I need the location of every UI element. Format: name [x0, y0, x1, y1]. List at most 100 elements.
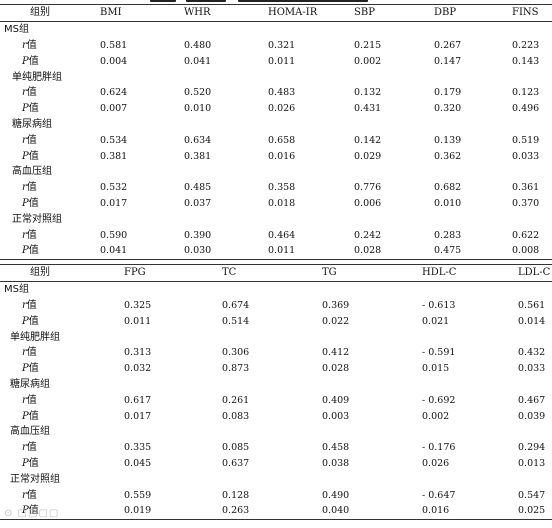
r-value-row: r值 0.590 0.390 0.464 0.242 0.283 0.622	[0, 227, 552, 243]
group-row: MS组	[0, 21, 552, 37]
r-label: r值	[0, 180, 100, 196]
r-value-cell: 0.776	[354, 182, 382, 194]
p-value-row: P值 0.381 0.381 0.016 0.029 0.362 0.033	[0, 148, 552, 164]
stat-symbol: P	[22, 245, 29, 257]
r-value-cell: - 0.613	[422, 299, 456, 311]
r-value-cell: 0.519	[512, 134, 540, 146]
stat-symbol: P	[22, 55, 29, 67]
r-value-cell: 0.412	[322, 347, 350, 359]
p-value-row: P值 0.004 0.041 0.011 0.002 0.147 0.143	[0, 53, 552, 69]
r-value-cell: 0.534	[100, 134, 128, 146]
p-value-cell: 0.873	[222, 363, 250, 375]
r-value-cell: 0.179	[434, 87, 462, 99]
r-value-cell: 0.267	[434, 39, 462, 51]
p-value-cell: 0.083	[222, 410, 250, 422]
stat-suffix: 值	[28, 245, 39, 257]
r-value-cell: 0.581	[100, 39, 128, 51]
r-label: r值	[0, 227, 100, 243]
r-value-cell: 0.369	[322, 299, 350, 311]
stat-suffix: 值	[28, 505, 39, 517]
stat-symbol: r	[22, 489, 27, 501]
p-label: P值	[0, 196, 100, 212]
r-value-cell: - 0.692	[422, 394, 456, 406]
stat-suffix: 值	[26, 182, 37, 194]
r-value-cell: 0.682	[434, 182, 462, 194]
stat-symbol: r	[22, 394, 27, 406]
p-label: P值	[0, 53, 100, 69]
group-name: 正常对照组	[12, 213, 62, 225]
r-value-row: r值 0.335 0.085 0.458- 0.176 0.294	[0, 440, 552, 456]
stat-suffix: 值	[26, 394, 37, 406]
p-value-cell: 0.025	[518, 505, 546, 517]
r-value-row: r值 0.559 0.128 0.490- 0.647 0.547	[0, 487, 552, 503]
p-value-row: P值 0.017 0.037 0.018 0.006 0.010 0.370	[0, 196, 552, 212]
p-value-cell: 0.033	[518, 363, 546, 375]
group-name: 高血压组	[12, 166, 52, 178]
group-row: 糖尿病组	[0, 117, 552, 133]
stat-suffix: 值	[26, 442, 37, 454]
r-value-row: r值 0.325 0.674 0.369- 0.613 0.561	[0, 298, 552, 314]
p-value-cell: 0.010	[184, 103, 212, 115]
p-value-row: P值 0.007 0.010 0.026 0.431 0.320 0.496	[0, 101, 552, 117]
column-header: FPG	[124, 264, 222, 282]
p-value-cell: 0.010	[434, 197, 462, 209]
r-value-row: r值 0.617 0.261 0.409- 0.692 0.467	[0, 392, 552, 408]
group-row: 单纯肥胖组	[0, 69, 552, 85]
correlation-table-1: 组别 BMI WHR HOMA-IR SBP DBP FINS MS组 r值 0.581 0.480…	[0, 4, 552, 260]
r-value-cell: - 0.591	[422, 347, 456, 359]
stat-symbol: P	[22, 410, 29, 422]
group-row: 单纯肥胖组	[0, 329, 552, 345]
p-value-cell: 0.007	[100, 103, 128, 115]
stat-symbol: P	[22, 150, 29, 162]
column-header: BMI	[100, 4, 184, 22]
stat-symbol: P	[22, 197, 29, 209]
r-value-cell: 0.242	[354, 229, 382, 241]
p-value-cell: 0.381	[100, 150, 128, 162]
group-name: 单纯肥胖组	[12, 71, 62, 83]
p-value-row: P值 0.032 0.873 0.028 0.015 0.033	[0, 361, 552, 377]
group-header: 组别	[0, 4, 100, 22]
stat-symbol: P	[22, 457, 29, 469]
r-label: r值	[0, 392, 124, 408]
p-value-cell: 0.028	[354, 245, 382, 257]
r-value-cell: 0.467	[518, 394, 546, 406]
p-value-cell: 0.014	[518, 315, 546, 327]
stat-symbol: P	[22, 363, 29, 375]
r-value-row: r值 0.624 0.520 0.483 0.132 0.179 0.123	[0, 85, 552, 101]
group-name: 糖尿病组	[12, 118, 52, 130]
stat-suffix: 值	[28, 315, 39, 327]
watermark-logo: ⊙ ▢▢▢▢	[4, 508, 60, 519]
stat-suffix: 值	[26, 299, 37, 311]
p-value-cell: 0.002	[354, 55, 382, 67]
r-value-row: r值 0.532 0.485 0.358 0.776 0.682 0.361	[0, 180, 552, 196]
header-row: 组别 FPG TC TG HDL-C LDL-C	[0, 264, 552, 282]
stat-symbol: r	[22, 442, 27, 454]
r-label: r值	[0, 487, 124, 503]
p-label: P值	[0, 148, 100, 164]
stat-suffix: 值	[26, 347, 37, 359]
p-value-cell: 0.431	[354, 103, 382, 115]
p-value-cell: 0.017	[124, 410, 152, 422]
stat-symbol: r	[22, 229, 27, 241]
stat-suffix: 值	[26, 229, 37, 241]
r-value-cell: 0.261	[222, 394, 250, 406]
p-value-cell: 0.018	[268, 197, 296, 209]
p-value-cell: 0.514	[222, 315, 250, 327]
stat-suffix: 值	[26, 39, 37, 51]
column-header: HOMA-IR	[268, 4, 354, 22]
r-value-cell: 0.306	[222, 347, 250, 359]
group-row: 高血压组	[0, 164, 552, 180]
p-value-cell: 0.381	[184, 150, 212, 162]
clipped-caption-fragments	[0, 0, 552, 3]
group-name: 糖尿病组	[10, 378, 50, 390]
p-value-cell: 0.017	[100, 197, 128, 209]
r-value-cell: 0.294	[518, 442, 546, 454]
p-value-cell: 0.011	[268, 55, 296, 67]
column-header: SBP	[354, 4, 434, 22]
stat-suffix: 值	[26, 134, 37, 146]
column-header: HDL-C	[422, 264, 518, 282]
p-label: P值	[0, 456, 124, 472]
r-value-cell: 0.590	[100, 229, 128, 241]
p-value-cell: 0.370	[512, 197, 540, 209]
r-value-cell: 0.085	[222, 442, 250, 454]
